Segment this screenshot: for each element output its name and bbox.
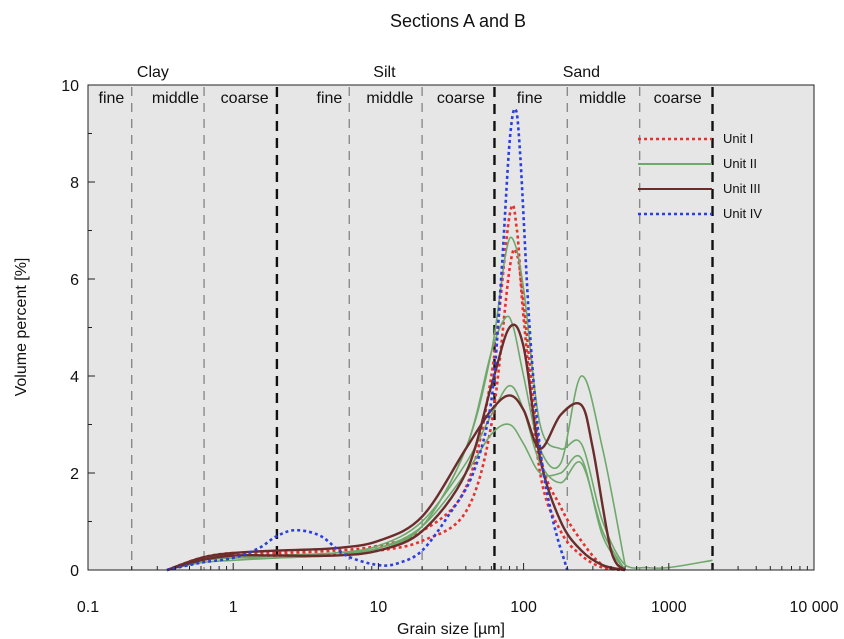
grain-class-labels: Clay Silt Sand	[137, 64, 600, 81]
grain-subclass-label: middle	[152, 90, 199, 107]
x-tick-label: 10 000	[790, 599, 839, 616]
legend-label: Unit III	[723, 181, 761, 196]
grain-subclass-label: fine	[317, 90, 343, 107]
legend-label: Unit I	[723, 131, 753, 146]
series-group	[166, 107, 713, 572]
y-tick-label: 8	[70, 175, 79, 192]
y-tick-label: 10	[61, 78, 79, 95]
legend: Unit I Unit II Unit III Unit IV	[638, 131, 762, 221]
grain-subclass-label: middle	[366, 90, 413, 107]
x-tick-label: 100	[510, 599, 537, 616]
plot-area	[88, 85, 814, 570]
y-tick-label: 0	[70, 563, 79, 580]
x-tick-label: 1	[229, 599, 238, 616]
x-tick-label: 1000	[651, 599, 687, 616]
series-line-unit-iii	[166, 394, 627, 572]
grain-subclass-label: coarse	[437, 90, 485, 107]
legend-label: Unit IV	[723, 206, 762, 221]
grain-subclass-label: fine	[99, 90, 125, 107]
x-tick-label: 0.1	[77, 599, 99, 616]
grain-class-label: Sand	[563, 64, 600, 81]
y-tick-label: 4	[70, 369, 79, 386]
grain-class-label: Silt	[373, 64, 396, 81]
x-axis-label: Grain size [µm]	[397, 621, 505, 638]
grain-class-label: Clay	[137, 64, 169, 81]
grain-subclass-label: coarse	[221, 90, 269, 107]
y-tick-label: 6	[70, 272, 79, 289]
x-axis: 0.1 1 10 100 1000 10 000	[77, 563, 839, 616]
legend-label: Unit II	[723, 156, 757, 171]
series-line-unit-iv	[166, 107, 569, 572]
grain-subclass-label: fine	[517, 90, 543, 107]
class-boundaries	[131, 87, 714, 570]
y-axis: 0 2 4 6 8 10	[61, 78, 95, 580]
grain-subclass-labels: fine middle coarse fine middle coarse fine midd…	[99, 90, 702, 107]
grain-subclass-label: middle	[579, 90, 626, 107]
x-tick-label: 10	[370, 599, 388, 616]
series-line-unit-iii	[166, 323, 626, 572]
y-tick-label: 2	[70, 466, 79, 483]
series-line-unit-ii	[166, 384, 626, 571]
chart-title: Sections A and B	[390, 11, 526, 31]
y-axis-label: Volume percent [%]	[13, 258, 30, 397]
grain-subclass-label: coarse	[654, 90, 702, 107]
series-line-unit-ii	[166, 423, 626, 571]
